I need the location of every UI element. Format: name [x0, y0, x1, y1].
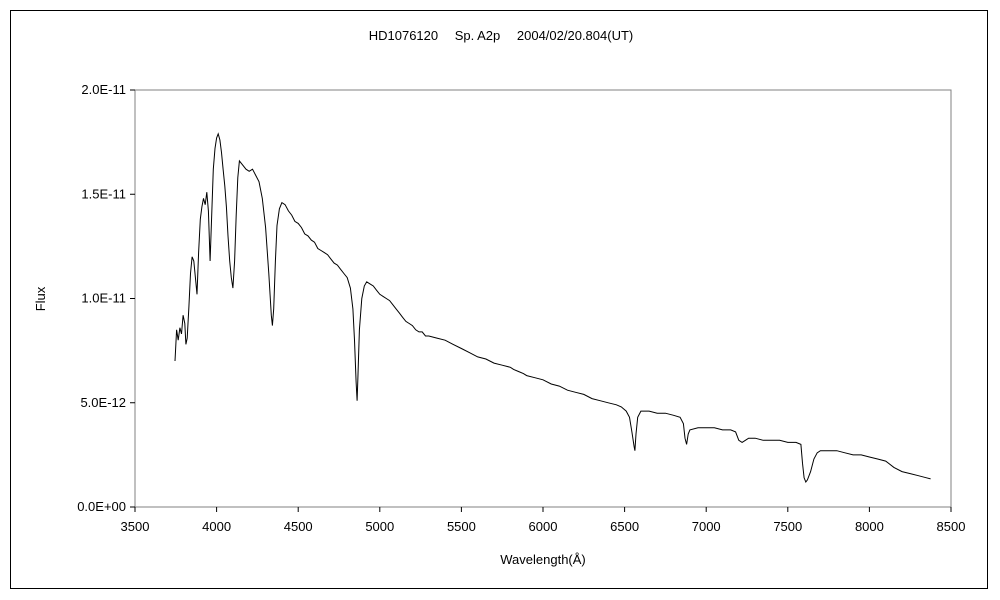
x-tick-label: 7000 — [692, 519, 721, 534]
series-line-spectrum — [174, 132, 931, 484]
chart-frame: HD1076120 Sp. A2p 2004/02/20.804(UT) 0.0… — [10, 10, 988, 589]
x-tick-label: 8500 — [937, 519, 966, 534]
y-tick-label: 5.0E-12 — [80, 395, 126, 410]
y-axis: 0.0E+00 5.0E-12 1.0E-11 1.5E-11 2.0E-11 — [77, 82, 135, 514]
x-tick-label: 5500 — [447, 519, 476, 534]
spectrum-chart: HD1076120 Sp. A2p 2004/02/20.804(UT) 0.0… — [33, 28, 966, 567]
y-tick-label: 2.0E-11 — [81, 82, 126, 97]
x-axis: 3500 4000 4500 5000 5500 6000 6500 7000 7500 8000… — [121, 507, 966, 534]
x-tick-label: 6500 — [610, 519, 639, 534]
x-tick-label: 7500 — [773, 519, 802, 534]
x-tick-label: 5000 — [365, 519, 394, 534]
y-axis-title: Flux — [33, 286, 48, 311]
x-tick-label: 3500 — [121, 519, 150, 534]
chart-title: HD1076120 Sp. A2p 2004/02/20.804(UT) — [369, 28, 634, 43]
x-tick-label: 4000 — [202, 519, 231, 534]
x-tick-label: 4500 — [284, 519, 313, 534]
x-axis-title: Wavelength(Å) — [500, 552, 586, 567]
x-tick-label: 8000 — [855, 519, 884, 534]
y-tick-label: 0.0E+00 — [77, 499, 126, 514]
y-tick-label: 1.5E-11 — [81, 186, 126, 201]
plot-area — [134, 89, 952, 508]
x-tick-label: 6000 — [529, 519, 558, 534]
y-tick-label: 1.0E-11 — [81, 291, 126, 306]
